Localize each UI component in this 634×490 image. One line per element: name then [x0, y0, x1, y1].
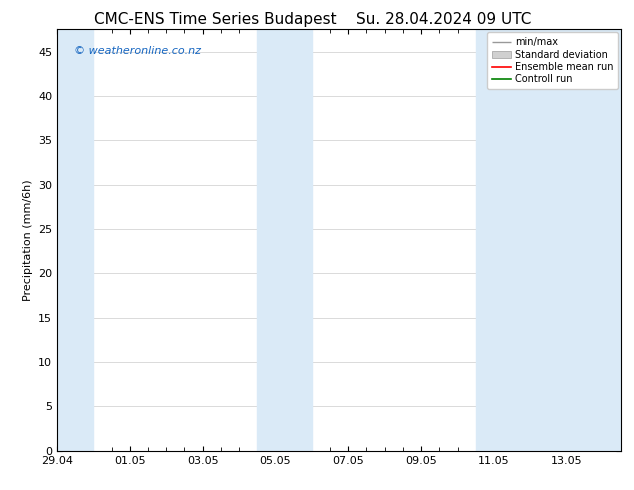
Text: © weatheronline.co.nz: © weatheronline.co.nz — [74, 46, 201, 56]
Legend: min/max, Standard deviation, Ensemble mean run, Controll run: min/max, Standard deviation, Ensemble me… — [487, 32, 618, 89]
Text: CMC-ENS Time Series Budapest: CMC-ENS Time Series Budapest — [94, 12, 337, 27]
Y-axis label: Precipitation (mm/6h): Precipitation (mm/6h) — [23, 179, 32, 301]
Bar — [257, 29, 312, 451]
Text: Su. 28.04.2024 09 UTC: Su. 28.04.2024 09 UTC — [356, 12, 531, 27]
Bar — [476, 29, 625, 451]
Bar — [50, 29, 93, 451]
